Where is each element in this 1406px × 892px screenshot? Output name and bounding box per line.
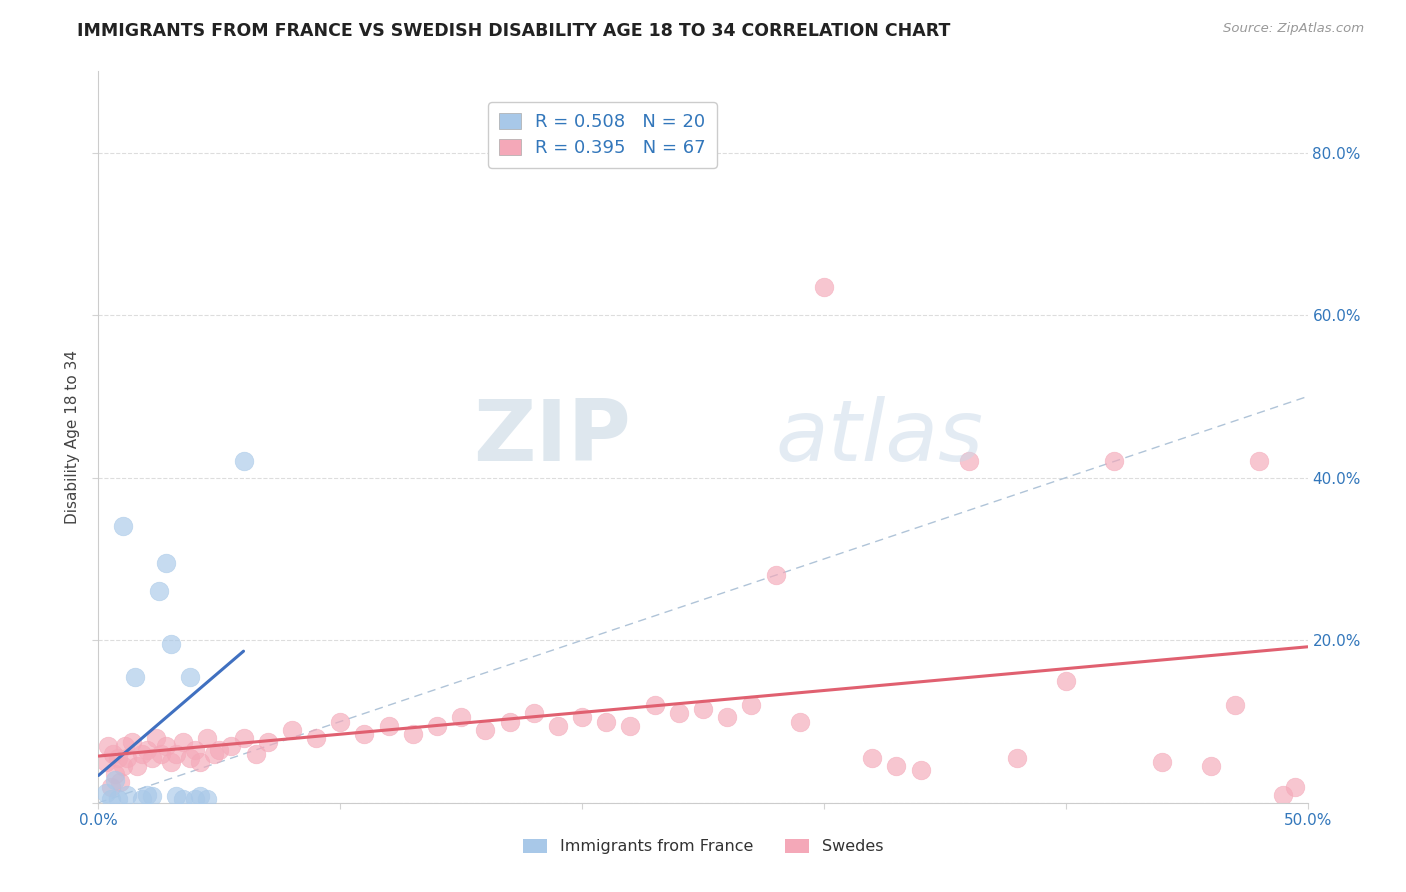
Point bbox=[155, 556, 177, 570]
Point bbox=[232, 731, 254, 745]
Point bbox=[957, 454, 980, 468]
Point bbox=[101, 747, 124, 761]
Point bbox=[474, 723, 496, 737]
Text: atlas: atlas bbox=[776, 395, 984, 479]
Point bbox=[160, 637, 183, 651]
Text: IMMIGRANTS FROM FRANCE VS SWEDISH DISABILITY AGE 18 TO 34 CORRELATION CHART: IMMIGRANTS FROM FRANCE VS SWEDISH DISABI… bbox=[77, 22, 950, 40]
Point bbox=[179, 670, 201, 684]
Point bbox=[172, 791, 194, 805]
Point bbox=[1199, 759, 1222, 773]
Point bbox=[135, 743, 157, 757]
Point bbox=[221, 739, 243, 753]
Point bbox=[100, 791, 122, 805]
Point bbox=[619, 718, 641, 732]
Point bbox=[523, 706, 546, 721]
Point bbox=[329, 714, 352, 729]
Point bbox=[124, 670, 146, 684]
Point bbox=[117, 751, 139, 765]
Point bbox=[150, 747, 173, 761]
Point bbox=[195, 791, 218, 805]
Point bbox=[765, 568, 787, 582]
Point bbox=[117, 788, 139, 802]
Point bbox=[1272, 788, 1295, 802]
Point bbox=[740, 698, 762, 713]
Point bbox=[281, 723, 304, 737]
Point bbox=[547, 718, 569, 732]
Point bbox=[108, 775, 131, 789]
Point bbox=[668, 706, 690, 721]
Point bbox=[97, 739, 120, 753]
Point bbox=[94, 786, 117, 800]
Point bbox=[135, 788, 157, 802]
Point bbox=[172, 735, 194, 749]
Point bbox=[208, 743, 231, 757]
Point bbox=[160, 755, 183, 769]
Point bbox=[305, 731, 328, 745]
Point bbox=[245, 747, 267, 761]
Point bbox=[148, 584, 170, 599]
Point bbox=[114, 739, 136, 753]
Point bbox=[94, 755, 117, 769]
Point bbox=[402, 727, 425, 741]
Point bbox=[716, 710, 738, 724]
Point bbox=[789, 714, 811, 729]
Point bbox=[644, 698, 666, 713]
Point bbox=[188, 755, 211, 769]
Point bbox=[692, 702, 714, 716]
Point bbox=[107, 751, 129, 765]
Point bbox=[104, 767, 127, 781]
Text: ZIP: ZIP bbox=[472, 395, 630, 479]
Point bbox=[100, 780, 122, 794]
Point bbox=[204, 747, 226, 761]
Point bbox=[860, 751, 883, 765]
Point bbox=[131, 791, 153, 805]
Point bbox=[188, 789, 211, 804]
Point bbox=[377, 718, 399, 732]
Point bbox=[1223, 698, 1246, 713]
Point bbox=[107, 791, 129, 805]
Point bbox=[1249, 454, 1271, 468]
Point bbox=[184, 743, 207, 757]
Point bbox=[165, 747, 187, 761]
Point bbox=[179, 751, 201, 765]
Point bbox=[426, 718, 449, 732]
Point bbox=[571, 710, 593, 724]
Point bbox=[121, 735, 143, 749]
Point bbox=[184, 791, 207, 805]
Point bbox=[886, 759, 908, 773]
Point bbox=[1152, 755, 1174, 769]
Y-axis label: Disability Age 18 to 34: Disability Age 18 to 34 bbox=[65, 350, 80, 524]
Text: Source: ZipAtlas.com: Source: ZipAtlas.com bbox=[1223, 22, 1364, 36]
Point bbox=[232, 454, 254, 468]
Point bbox=[1054, 673, 1077, 688]
Point bbox=[111, 519, 134, 533]
Point bbox=[353, 727, 375, 741]
Point bbox=[141, 751, 163, 765]
Point bbox=[127, 759, 149, 773]
Point bbox=[155, 739, 177, 753]
Legend: Immigrants from France, Swedes: Immigrants from France, Swedes bbox=[516, 832, 890, 861]
Point bbox=[910, 764, 932, 778]
Point bbox=[195, 731, 218, 745]
Point bbox=[1284, 780, 1306, 794]
Point bbox=[104, 772, 127, 787]
Point bbox=[1007, 751, 1029, 765]
Point bbox=[111, 759, 134, 773]
Point bbox=[256, 735, 278, 749]
Point bbox=[1102, 454, 1125, 468]
Point bbox=[595, 714, 617, 729]
Point bbox=[165, 789, 187, 804]
Point bbox=[498, 714, 520, 729]
Point bbox=[141, 789, 163, 804]
Point bbox=[131, 747, 153, 761]
Point bbox=[450, 710, 472, 724]
Point bbox=[813, 279, 835, 293]
Point bbox=[145, 731, 167, 745]
